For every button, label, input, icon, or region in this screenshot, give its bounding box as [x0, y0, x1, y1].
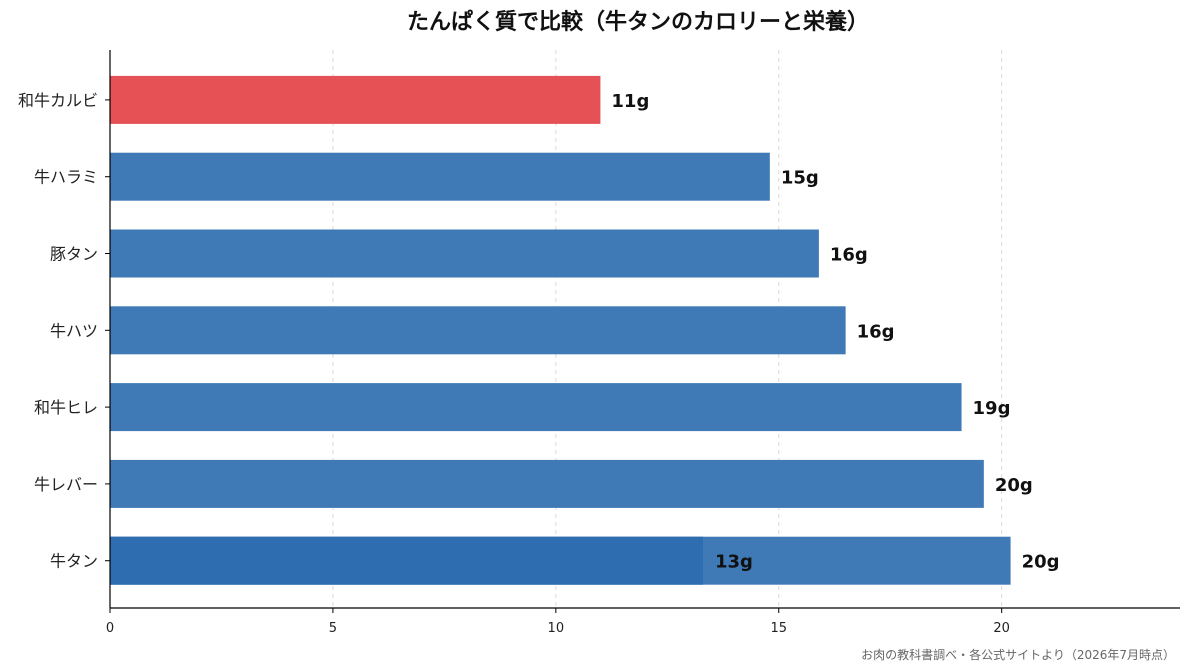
chart-title: たんぱく質で比較（牛タンのカロリーと栄養）	[407, 9, 869, 35]
bar	[110, 383, 962, 432]
x-tick-label: 10	[548, 621, 565, 636]
value-label: 19g	[973, 398, 1011, 419]
bar-inner-segment	[110, 536, 703, 585]
category-label: 和牛ヒレ	[34, 398, 98, 417]
value-label: 20g	[995, 475, 1033, 496]
x-tick-label: 15	[770, 621, 787, 636]
value-label: 16g	[857, 321, 895, 342]
value-label: 15g	[781, 168, 819, 189]
bar	[110, 75, 601, 124]
inner-value-label: 13g	[715, 552, 753, 573]
bar	[110, 306, 846, 355]
category-label: 牛ハツ	[50, 321, 98, 340]
value-label: 11g	[611, 91, 649, 112]
category-label: 牛タン	[50, 552, 98, 571]
value-label: 20g	[1022, 552, 1060, 573]
grid-lines	[332, 50, 1003, 608]
axes	[105, 50, 1180, 613]
bar	[110, 229, 819, 278]
x-tick-label: 20	[993, 621, 1010, 636]
category-label: 牛ハラミ	[34, 168, 98, 187]
x-tick-label: 5	[329, 621, 337, 636]
bar	[110, 459, 984, 508]
value-label: 16g	[830, 245, 868, 266]
x-tick-label: 0	[106, 621, 114, 636]
category-label: 牛レバー	[34, 475, 98, 494]
bar	[110, 152, 770, 201]
category-label: 和牛カルビ	[18, 91, 98, 110]
bars	[110, 75, 1011, 585]
category-label: 豚タン	[50, 245, 98, 264]
source-note: お肉の教科書調べ・各公式サイトより（2026年7月時点）	[861, 647, 1175, 662]
labels: 0 5 10 15 20 和牛カルビ 11g 牛ハラミ 15g 豚タン 16g 牛ハツ 16g 和牛ヒレ 1…	[18, 91, 1060, 636]
